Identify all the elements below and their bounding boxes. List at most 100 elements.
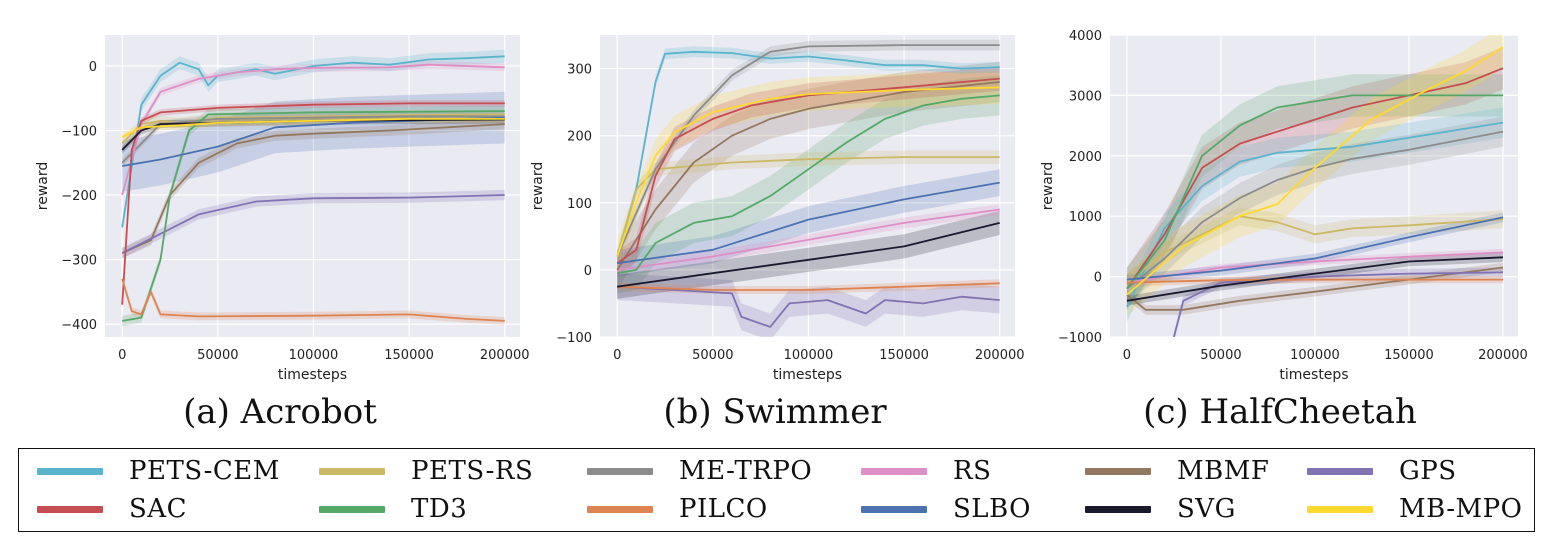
series-line-svg [1126,256,1504,302]
legend-label: GPS [1399,456,1457,486]
x-axis-label: timesteps [1279,367,1348,383]
series-band-me-trpo [1126,116,1503,304]
series-line-mb-mpo [616,86,1000,257]
legend-item-pets-cem: PETS-CEM [37,451,280,491]
legend-item-mb-mpo: MB-MPO [1307,489,1522,529]
series-line-slbo [1126,216,1504,281]
y-tick-label: 0 [1094,271,1102,286]
y-axis-label: reward [1040,162,1056,211]
series-line-rs [1126,251,1504,284]
caption-acrobot: (a) Acrobot [183,392,377,432]
y-tick-label: 200 [567,130,592,145]
series-band-gps [1173,267,1503,337]
series-line-me-trpo [616,44,1000,257]
x-tick-label: 200000 [480,348,530,363]
y-tick-label: 100 [567,197,592,212]
legend-swatch [1307,505,1373,513]
x-tick-label: 0 [118,348,126,363]
series-line-mbmf [616,81,1000,271]
series-band-pets-rs [1126,207,1503,292]
legend-item-pets-rs: PETS-RS [319,451,533,491]
series-line-sac [1126,67,1504,290]
series-line-td3 [617,94,1000,275]
legend-swatch [861,505,927,513]
series-line-pilco [617,282,1000,291]
series-band-td3 [617,75,1000,294]
x-tick-label: 50000 [1200,348,1241,363]
legend-swatch [1307,467,1373,475]
x-tick-label: 200000 [975,348,1025,363]
y-tick-label: 0 [89,60,97,75]
charts-canvas: 0 50000 100000 150000 200000−400−300−200−100… [35,29,1528,383]
x-tick-label: 50000 [692,348,733,363]
series-line-rs [617,208,1000,271]
x-axis-label: timesteps [773,367,842,383]
y-tick-label: 0 [584,264,592,279]
chart-panel-1: 0 50000 100000 150000 200000 −100 0 100 200 300 ti… [530,35,1025,383]
legend-item-rs: RS [861,451,991,491]
series-band-mbmf [617,61,1000,290]
y-axis-label: reward [35,162,51,211]
legend-swatch [1085,505,1151,513]
series-line-mb-mpo [1126,46,1504,296]
legend-swatch [587,505,653,513]
legend-swatch [861,467,927,475]
legend-swatch [37,505,103,513]
caption-swimmer: (b) Swimmer [663,392,887,432]
series-line-me-trpo [1126,130,1504,290]
caption-halfcheetah: (c) HalfCheetah [1143,392,1417,432]
legend-swatch [319,505,385,513]
y-tick-label: −100 [556,331,592,346]
legend-item-mbmf: MBMF [1085,451,1269,491]
series-line-pets-cem [1126,121,1504,308]
series-band-pilco [1126,276,1503,287]
legend-label: TD3 [411,494,468,524]
legend-item-sac: SAC [37,489,187,529]
series-band-svg [617,210,1000,299]
series-group [121,49,505,326]
series-line-pilco [1126,278,1503,284]
plot-background [1110,35,1518,337]
series-line-pets-rs [616,156,1000,257]
series-band-mbmf [1126,262,1503,315]
series-line-gps [617,285,1000,328]
legend-label: RS [953,456,992,486]
legend-label: SVG [1177,494,1236,524]
legend-swatch [1085,467,1151,475]
series-line-gps [121,194,505,254]
x-tick-label: 0 [613,348,621,363]
y-tick-label: 3000 [1069,89,1102,104]
series-band-me-trpo [122,112,505,167]
chart-panel-2: 0 50000 100000 150000 200000 −1000 0 1000 2000 30… [1040,29,1528,383]
y-tick-label: −400 [61,318,97,333]
x-tick-label: 200000 [1478,348,1528,363]
legend-item-td3: TD3 [319,489,467,529]
y-tick-label: 300 [567,63,592,78]
legend-label: PETS-RS [411,456,534,486]
legend-swatch [319,467,385,475]
series-line-td3 [1126,94,1503,290]
y-tick-label: 1000 [1069,210,1102,225]
series-line-slbo [122,116,505,167]
series-line-sac [616,77,1000,264]
x-tick-label: 150000 [879,348,929,363]
series-line-rs [121,63,505,196]
y-axis-label: reward [530,162,546,211]
legend: PETS-CEM PETS-RS ME-TRPO RS MBMF GPS SAC TD3 PIL… [18,448,1535,532]
legend-swatch [37,467,103,475]
series-band-pilco [122,275,505,325]
legend-label: PETS-CEM [129,456,280,486]
legend-label: MB-MPO [1399,494,1523,524]
x-axis-label: timesteps [278,367,347,383]
legend-item-gps: GPS [1307,451,1457,491]
x-tick-label: 100000 [1290,348,1340,363]
series-band-rs [1126,248,1503,287]
series-band-svg [1126,252,1503,306]
x-tick-label: 100000 [289,348,339,363]
series-band-gps [122,189,505,259]
legend-item-slbo: SLBO [861,489,1031,529]
series-band-mb-mpo [1126,35,1503,316]
legend-label: SAC [129,494,187,524]
y-tick-label: 2000 [1069,150,1102,165]
series-group [1126,35,1504,337]
